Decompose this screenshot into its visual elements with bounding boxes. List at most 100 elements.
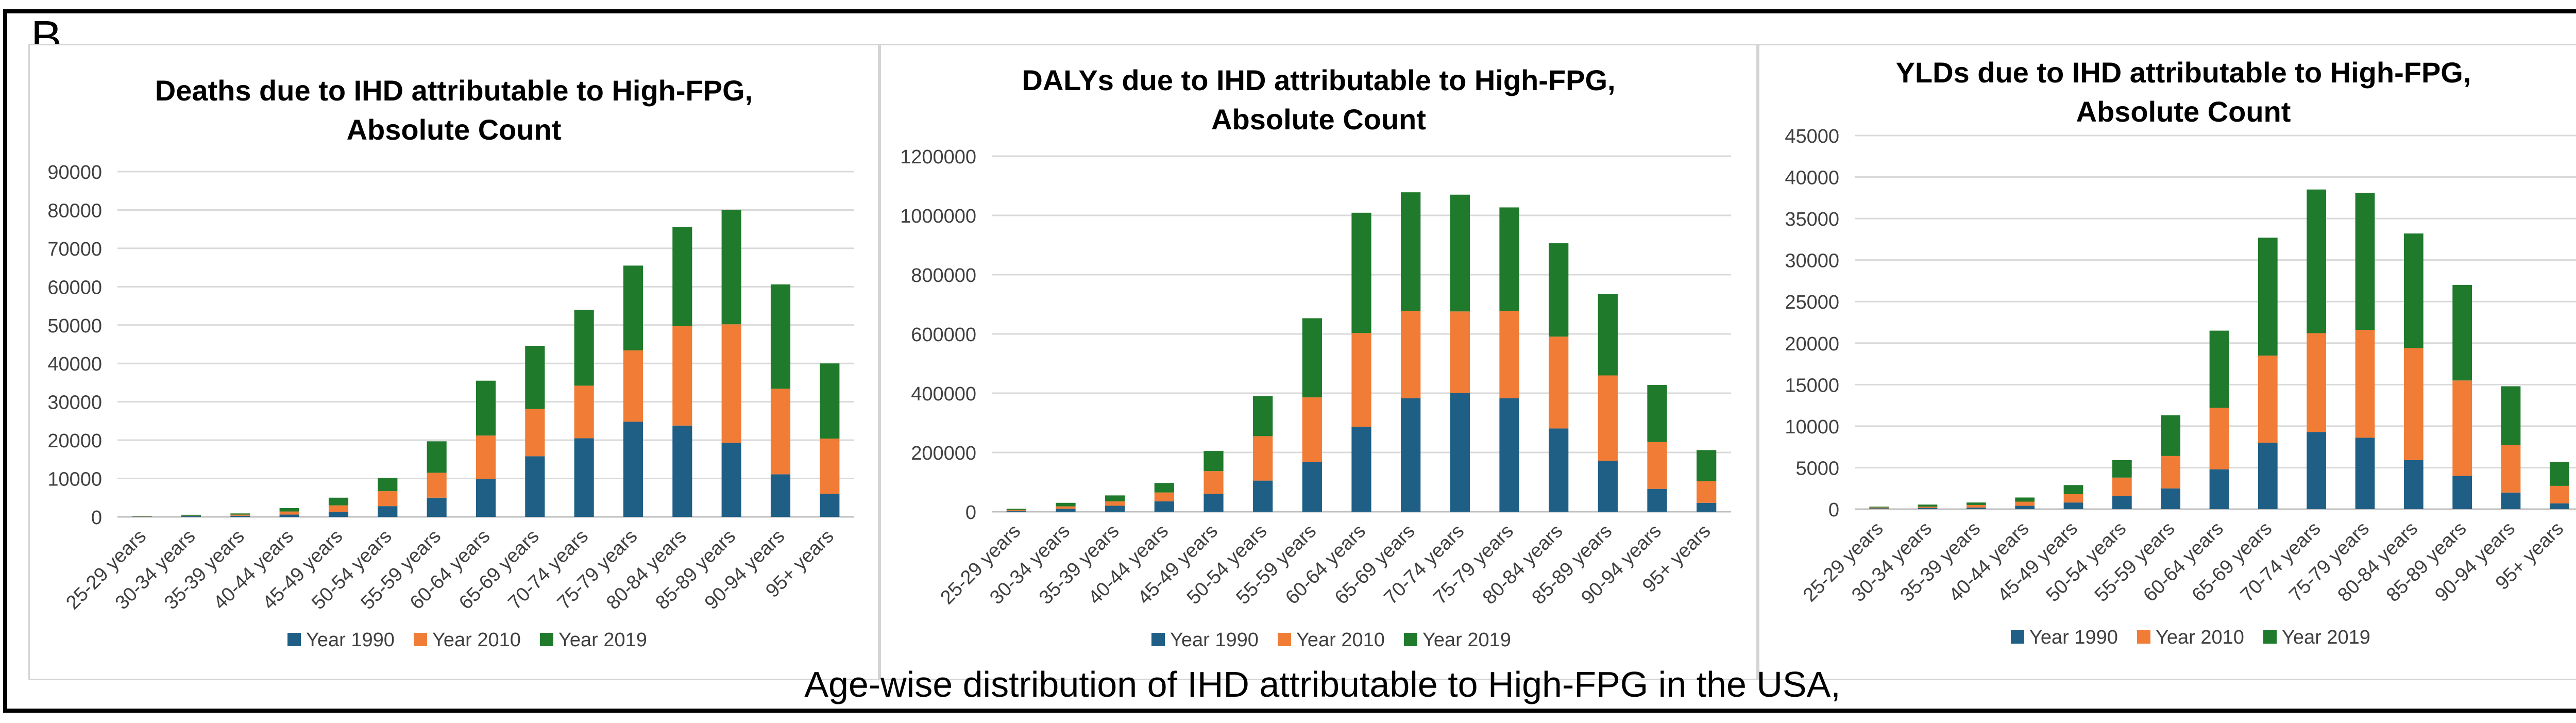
y-tick-label: 60000 xyxy=(47,277,102,298)
y-tick-label: 1200000 xyxy=(900,146,976,168)
y-tick-label: 70000 xyxy=(47,239,102,260)
bar-segment xyxy=(623,350,643,422)
bar-segment xyxy=(1056,509,1076,512)
bar-segment xyxy=(1105,501,1125,506)
bar-segment xyxy=(328,512,349,517)
y-tick-label: 50000 xyxy=(47,315,102,337)
y-tick-label: 600000 xyxy=(911,324,976,346)
bar-segment xyxy=(1549,428,1569,512)
bar-segment xyxy=(2161,415,2181,456)
bar-segment xyxy=(1351,212,1371,333)
bar-segment xyxy=(1697,450,1717,481)
y-tick-label: 5000 xyxy=(1795,458,1839,479)
bar-segment xyxy=(1450,194,1470,312)
bar-segment xyxy=(1598,375,1618,461)
chart-title-line2: Absolute Count xyxy=(2076,95,2291,128)
bar-segment xyxy=(2549,485,2569,503)
y-tick-label: 20000 xyxy=(47,430,102,452)
bar-segment xyxy=(1697,502,1717,512)
bar-segment xyxy=(279,508,299,512)
bar-segment xyxy=(770,284,791,389)
bar-segment xyxy=(2355,438,2375,509)
bar-segment xyxy=(2112,460,2132,478)
bar-segment xyxy=(2209,408,2229,469)
dalys-chart-panel: DALYs due to IHD attributable to High-FP… xyxy=(879,44,1758,680)
bar-segment xyxy=(2403,348,2424,460)
bar-segment xyxy=(1204,494,1224,512)
legend-swatch xyxy=(1278,633,1291,646)
bar-segment xyxy=(2258,443,2278,509)
bar-segment xyxy=(279,514,299,517)
bar-segment xyxy=(230,513,250,515)
bar-segment xyxy=(820,363,840,439)
y-tick-label: 35000 xyxy=(1785,209,1839,230)
bar-segment xyxy=(1006,511,1026,512)
legend-swatch xyxy=(1151,633,1165,646)
legend-swatch xyxy=(2011,630,2024,644)
bar-segment xyxy=(672,326,692,426)
deaths-chart-plot: 0 10000 20000 30000 40000 50000 60000 70000 8000… xyxy=(47,162,854,651)
bar-segment xyxy=(2403,233,2424,348)
bar-segment xyxy=(230,514,250,516)
bar-segment xyxy=(525,409,545,457)
bar-segment xyxy=(2015,506,2035,509)
y-tick-label: 15000 xyxy=(1785,375,1839,396)
y-tick-label: 90000 xyxy=(47,162,102,183)
bar-segment xyxy=(1598,294,1618,376)
bar-segment xyxy=(672,227,692,327)
bar-segment xyxy=(2112,477,2132,496)
bar-segment xyxy=(2452,285,2472,381)
chart-title-line2: Absolute Count xyxy=(1211,103,1426,136)
y-tick-label: 800000 xyxy=(911,265,976,287)
bar-segment xyxy=(1966,505,1986,508)
bar-segment xyxy=(1918,508,1938,509)
bar-segment xyxy=(1499,398,1519,512)
y-tick-label: 20000 xyxy=(1785,333,1839,355)
bar-segment xyxy=(279,511,299,515)
bar-segment xyxy=(1401,311,1421,398)
bar-segment xyxy=(1549,243,1569,337)
bar-segment xyxy=(1105,506,1125,512)
y-tick-label: 0 xyxy=(91,507,102,529)
bar-segment xyxy=(2452,380,2472,476)
bar-segment xyxy=(1549,337,1569,429)
bar-segment xyxy=(2355,330,2375,438)
bar-segment xyxy=(2063,502,2083,509)
bar-segment xyxy=(476,380,496,436)
legend-swatch xyxy=(2137,630,2150,644)
bar-segment xyxy=(328,505,349,512)
dalys-chart-plot: 0200000400000600000800000100000012000002… xyxy=(900,146,1731,651)
bar-segment xyxy=(2063,485,2083,494)
bar-segment xyxy=(770,389,791,475)
y-tick-label: 400000 xyxy=(911,383,976,405)
bar-segment xyxy=(1450,311,1470,393)
legend-swatch xyxy=(287,633,301,646)
chart-title-line2: Absolute Count xyxy=(346,113,562,146)
figure-caption: Age-wise distribution of IHD attributabl… xyxy=(804,664,1841,704)
bar-segment xyxy=(1918,505,1938,507)
bar-segment xyxy=(820,439,840,494)
deaths-chart-panel: Deaths due to IHD attributable to High-F… xyxy=(28,44,879,680)
bar-segment xyxy=(328,497,349,506)
bar-segment xyxy=(378,478,398,492)
deaths-chart-title: Deaths due to IHD attributable to High-F… xyxy=(30,71,878,149)
bar-segment xyxy=(2015,497,2035,502)
figure-frame xyxy=(3,9,2576,713)
y-tick-label: 0 xyxy=(965,502,976,524)
bar-segment xyxy=(2161,456,2181,489)
bar-segment xyxy=(378,506,398,517)
bar-segment xyxy=(2403,460,2424,509)
bar-segment xyxy=(1647,489,1667,512)
bar-segment xyxy=(721,210,741,325)
bar-segment xyxy=(2063,494,2083,503)
y-tick-label: 0 xyxy=(1828,499,1839,521)
bar-segment xyxy=(1154,501,1174,512)
bar-segment xyxy=(1499,207,1519,311)
legend-label: Year 2019 xyxy=(2282,627,2370,648)
bar-segment xyxy=(132,516,152,517)
bar-segment xyxy=(181,514,201,516)
chart-title-line1: DALYs due to IHD attributable to High-FP… xyxy=(1022,64,1616,96)
bar-segment xyxy=(378,491,398,507)
bar-segment xyxy=(2452,476,2472,509)
bar-segment xyxy=(1966,502,1986,505)
